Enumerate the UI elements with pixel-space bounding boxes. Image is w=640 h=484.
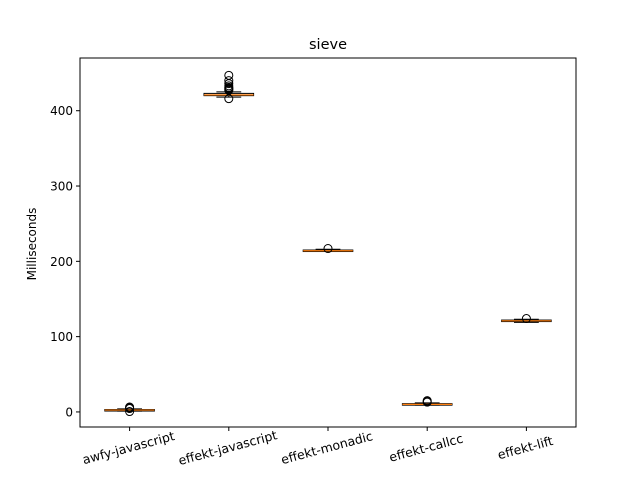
box-outlier	[422, 396, 432, 406]
box-outlier	[125, 402, 135, 412]
box-outlier	[125, 407, 135, 417]
x-tick-label: effekt-callcc	[387, 431, 464, 465]
box-outlier	[521, 314, 531, 324]
plot-frame	[79, 57, 577, 428]
y-tick-label: 200	[50, 255, 73, 269]
x-tick-label: effekt-monadic	[279, 428, 374, 467]
x-tick-label: effekt-javascript	[177, 427, 279, 468]
y-tick-label: 100	[50, 330, 73, 344]
plot-area: 0 100 200 300 400 awfy-javascript effekt-javas…	[50, 70, 555, 468]
box-outlier	[323, 244, 333, 254]
y-tick-label: 400	[50, 104, 73, 118]
y-axis-label: Milliseconds	[25, 208, 39, 281]
box-outlier	[224, 70, 234, 80]
box-outlier	[224, 81, 234, 91]
chart-title: sieve	[309, 37, 347, 53]
x-tick-label: awfy-javascript	[81, 428, 177, 467]
y-tick-label: 0	[65, 405, 73, 419]
x-tick-label: effekt-lift	[496, 433, 555, 462]
y-tick-label: 300	[50, 180, 73, 194]
box-outlier	[224, 76, 234, 86]
